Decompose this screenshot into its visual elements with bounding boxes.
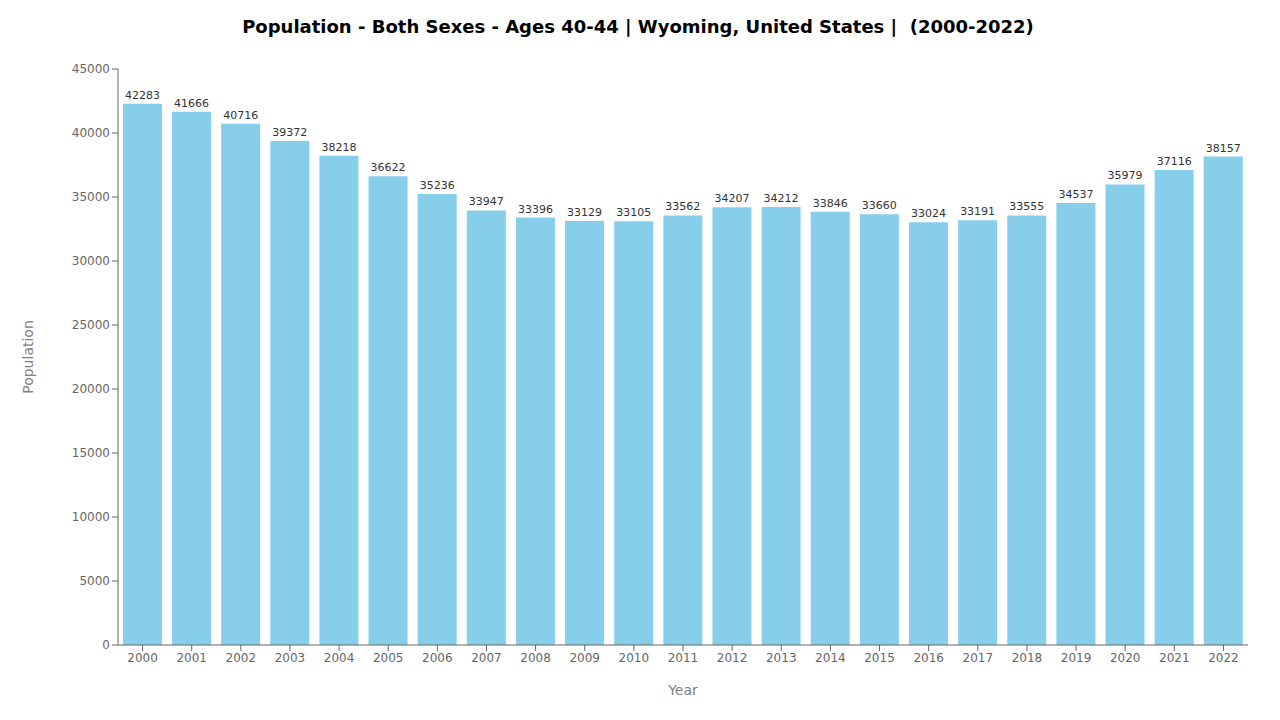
svg-text:2019: 2019 — [1061, 651, 1092, 665]
svg-text:10000: 10000 — [72, 510, 110, 524]
svg-text:33129: 33129 — [567, 206, 602, 219]
svg-text:2001: 2001 — [176, 651, 207, 665]
svg-text:33396: 33396 — [518, 203, 553, 216]
svg-text:2006: 2006 — [422, 651, 453, 665]
svg-text:33555: 33555 — [1009, 200, 1044, 213]
svg-text:2009: 2009 — [569, 651, 600, 665]
html-text:Population - Both Sexes - Ages: Population - Both Sexes - Ages 40-44 | W… — [242, 16, 1034, 37]
svg-text:37116: 37116 — [1157, 155, 1192, 168]
svg-text:2013: 2013 — [766, 651, 797, 665]
svg-text:33191: 33191 — [960, 205, 995, 218]
svg-text:2007: 2007 — [471, 651, 502, 665]
svg-text:2004: 2004 — [324, 651, 355, 665]
svg-text:2010: 2010 — [619, 651, 650, 665]
svg-text:15000: 15000 — [72, 446, 110, 460]
svg-text:33660: 33660 — [862, 199, 897, 212]
svg-text:35979: 35979 — [1108, 169, 1143, 182]
svg-text:41666: 41666 — [174, 97, 209, 110]
svg-text:2008: 2008 — [520, 651, 551, 665]
svg-text:36622: 36622 — [371, 161, 406, 174]
svg-text:2015: 2015 — [864, 651, 895, 665]
svg-text:35000: 35000 — [72, 190, 110, 204]
svg-text:33105: 33105 — [616, 206, 651, 219]
svg-text:0: 0 — [102, 638, 110, 652]
svg-text:34212: 34212 — [764, 192, 799, 205]
svg-text:30000: 30000 — [72, 254, 110, 268]
svg-text:2022: 2022 — [1208, 651, 1239, 665]
svg-text:2003: 2003 — [275, 651, 306, 665]
svg-text:39372: 39372 — [272, 126, 307, 139]
svg-text:5000: 5000 — [79, 574, 110, 588]
svg-text:2002: 2002 — [226, 651, 257, 665]
svg-text:40716: 40716 — [223, 109, 258, 122]
svg-text:2018: 2018 — [1012, 651, 1043, 665]
svg-text:25000: 25000 — [72, 318, 110, 332]
svg-text:34537: 34537 — [1058, 188, 1093, 201]
svg-text:2016: 2016 — [913, 651, 944, 665]
svg-text:33024: 33024 — [911, 207, 946, 220]
svg-text:33947: 33947 — [469, 195, 504, 208]
svg-text:2020: 2020 — [1110, 651, 1141, 665]
svg-text:2005: 2005 — [373, 651, 404, 665]
svg-text:45000: 45000 — [72, 62, 110, 76]
svg-text:2012: 2012 — [717, 651, 748, 665]
svg-text:Population: Population — [20, 320, 36, 394]
svg-text:35236: 35236 — [420, 179, 455, 192]
svg-text:33846: 33846 — [813, 197, 848, 210]
svg-text:33562: 33562 — [665, 200, 700, 213]
svg-text:34207: 34207 — [714, 192, 749, 205]
svg-text:2021: 2021 — [1159, 651, 1190, 665]
svg-text:2017: 2017 — [963, 651, 994, 665]
svg-text:38157: 38157 — [1206, 142, 1241, 155]
svg-text:2000: 2000 — [127, 651, 158, 665]
svg-text:2014: 2014 — [815, 651, 846, 665]
svg-text:20000: 20000 — [72, 382, 110, 396]
svg-text:42283: 42283 — [125, 89, 160, 102]
svg-text:40000: 40000 — [72, 126, 110, 140]
svg-text:Year: Year — [667, 682, 698, 698]
svg-text:38218: 38218 — [321, 141, 356, 154]
svg-text:2011: 2011 — [668, 651, 699, 665]
